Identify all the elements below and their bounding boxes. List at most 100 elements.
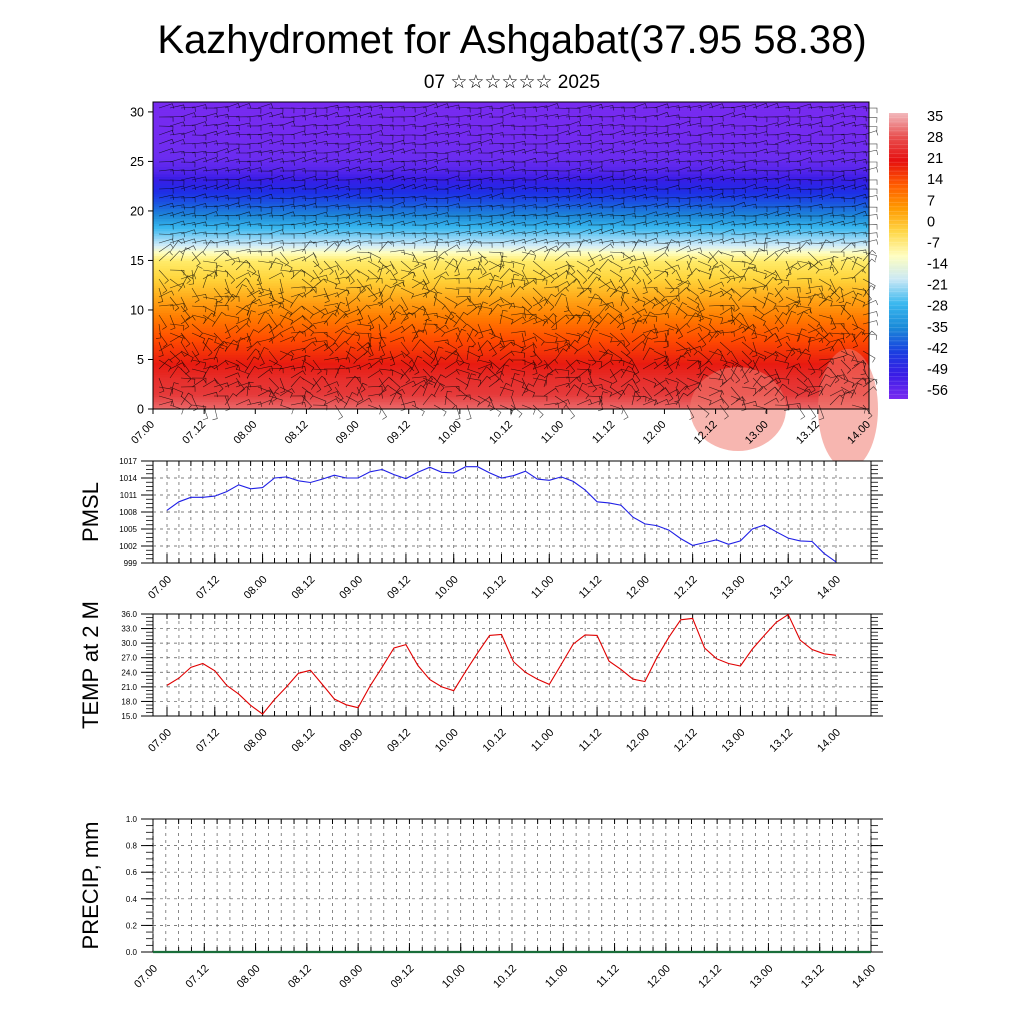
wind-barb [510,341,524,354]
wind-barb [290,347,306,354]
temperature-band [153,275,869,279]
wind-barb [378,170,394,177]
wind-barb [301,391,311,406]
wind-barb [631,150,647,156]
wind-barb [675,341,688,355]
wind-barb [488,303,502,316]
wind-barb [532,206,548,213]
wind-barb [400,311,414,325]
wind-barb [411,404,425,417]
wind-barb [356,284,373,290]
wind-barb [444,150,460,156]
wind-barb [807,204,823,210]
wind-barb [477,395,491,408]
wind-barb [609,170,625,177]
wind-barb [213,269,229,278]
wind-barb [455,193,472,199]
wind-barb [774,152,790,159]
wind-barb [576,149,592,155]
wind-barb [367,393,383,399]
wind-barb [213,106,229,112]
wind-barb [642,269,653,285]
wind-barb [543,341,559,349]
wind-barb [609,220,626,226]
wind-barb [433,323,446,337]
wind-barb [212,404,218,421]
wind-barb [180,296,188,313]
temperature-band [153,230,869,234]
wind-barb [862,332,878,341]
temperature-band [153,399,869,403]
colorbar-label: 14 [927,172,943,188]
wind-barb [565,376,581,383]
wind-barb [202,357,218,363]
wind-barb [631,305,642,320]
wind-barb [488,221,505,227]
wind-barb [213,142,229,148]
wind-barb [565,339,579,352]
temperature-band [153,297,869,301]
wind-barb [829,337,846,343]
wind-barb [807,106,823,112]
wind-barb [709,233,724,239]
wind-barb [675,105,691,111]
wind-barb [455,160,471,166]
wind-barb [807,386,823,392]
wind-barb [774,335,791,343]
wind-barb [675,245,692,253]
wind-barb [620,296,630,312]
wind-barb [697,251,711,264]
wind-barb [730,326,747,334]
wind-barb [708,377,724,385]
wind-barb [312,305,325,319]
temperature-band [153,305,869,309]
wind-barb [433,296,446,310]
wind-barb [488,132,504,138]
wind-barb [268,391,280,406]
wind-barb [323,312,337,325]
wind-barb [378,336,387,352]
wind-barb [378,260,390,275]
wind-barb [521,170,537,176]
wind-barb [796,223,812,229]
wind-barb [169,132,185,139]
wind-barb [202,232,218,239]
wind-barb [290,370,306,379]
wind-barb [807,116,823,123]
wind-barb [598,213,614,220]
temperature-band [153,359,869,363]
wind-barb [488,342,504,352]
wind-barb [785,168,801,175]
wind-barb [323,398,339,406]
colorbar-label: -35 [927,320,948,336]
wind-barb [763,307,779,316]
wind-barb [619,314,626,331]
wind-barb [664,239,677,253]
x-tick-label: 11.12 [577,574,604,601]
wind-barb [345,268,360,280]
wind-barb [235,386,250,397]
wind-barb [697,314,712,324]
wind-barb [456,215,471,221]
temperature-band [153,394,869,398]
wind-barb [598,332,613,343]
temperature-band [153,126,869,130]
y-tick-label: 10 [130,303,144,317]
wind-barb [400,206,416,212]
colorbar-label: -21 [927,278,948,294]
x-tick-label: 13.12 [767,727,795,755]
wind-barb [620,341,631,357]
wind-barb [367,205,383,211]
wind-barb [554,215,570,222]
wind-barb [411,339,425,352]
wind-barb [642,399,659,406]
wind-barb [334,239,351,245]
wind-barb [499,332,505,349]
wind-barb [411,143,427,150]
wind-barb [268,257,281,271]
wind-barb [530,341,536,357]
wind-barb [520,332,526,349]
wind-barb [334,386,344,402]
wind-barb [367,222,383,229]
wind-barb [411,292,428,298]
